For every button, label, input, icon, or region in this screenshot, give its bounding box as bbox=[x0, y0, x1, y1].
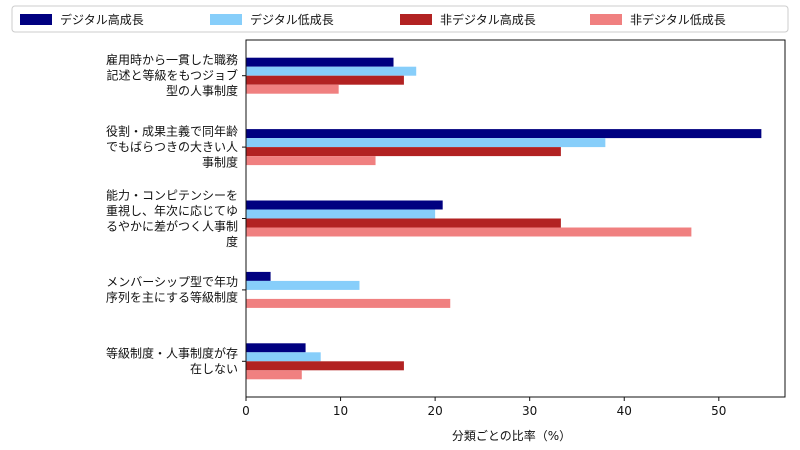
bar bbox=[246, 138, 606, 148]
bar bbox=[246, 200, 443, 210]
category-label: 雇用時から一貫した職務 bbox=[106, 52, 238, 67]
x-tick-label: 20 bbox=[427, 404, 442, 418]
bar bbox=[246, 227, 692, 237]
bar bbox=[246, 298, 451, 308]
legend-swatch bbox=[590, 14, 622, 25]
category-label: 等級制度・人事制度が存 bbox=[106, 346, 238, 361]
legend-swatch bbox=[20, 14, 52, 25]
bar bbox=[246, 84, 339, 94]
bar bbox=[246, 209, 436, 219]
category-label: 序列を主にする等級制度 bbox=[106, 290, 238, 305]
category-label: 事制度 bbox=[202, 155, 238, 170]
category-label: 役割・成果主義で同年齢 bbox=[106, 124, 238, 139]
category-label: メンバーシップ型で年功 bbox=[106, 275, 238, 289]
bar bbox=[246, 129, 762, 139]
bar bbox=[246, 218, 561, 228]
legend-label: 非デジタル低成長 bbox=[630, 12, 726, 27]
legend: デジタル高成長 デジタル低成長 非デジタル高成長 非デジタル低成長 bbox=[11, 5, 789, 33]
x-tick-label: 10 bbox=[333, 404, 348, 418]
bar bbox=[246, 361, 404, 371]
bar bbox=[246, 271, 271, 281]
bar bbox=[246, 66, 417, 76]
plot-area: 雇用時から一貫した職務記述と等級をもつジョブ型の人事制度役割・成果主義で同年齢で… bbox=[106, 39, 786, 443]
bar bbox=[246, 343, 306, 353]
legend-swatch bbox=[210, 14, 242, 25]
legend-label: 非デジタル高成長 bbox=[440, 12, 536, 27]
x-axis-title: 分類ごとの比率（%） bbox=[452, 428, 571, 443]
bar bbox=[246, 147, 561, 157]
x-tick-label: 30 bbox=[522, 404, 537, 418]
bar bbox=[246, 57, 394, 67]
category-label: るやかに差がつく人事制 bbox=[106, 218, 238, 233]
x-tick-label: 40 bbox=[617, 404, 632, 418]
category-label: 記述と等級をもつジョブ bbox=[106, 68, 238, 83]
legend-label: デジタル高成長 bbox=[60, 12, 144, 27]
category-label: 重視し、年次に応じてゆ bbox=[106, 203, 238, 218]
category-label: でもばらつきの大きい人 bbox=[106, 140, 238, 154]
legend-label: デジタル低成長 bbox=[250, 12, 334, 27]
category-label: 度 bbox=[226, 234, 238, 249]
bar bbox=[246, 75, 404, 85]
x-tick-label: 50 bbox=[711, 404, 726, 418]
legend-swatch bbox=[400, 14, 432, 25]
category-label: 在しない bbox=[190, 362, 238, 376]
plot-frame bbox=[245, 39, 786, 398]
bar bbox=[246, 280, 360, 290]
bar bbox=[246, 352, 321, 362]
x-tick-label: 0 bbox=[242, 404, 250, 418]
category-label: 能力・コンピテンシーを bbox=[106, 188, 238, 202]
category-label: 型の人事制度 bbox=[166, 83, 238, 98]
bar bbox=[246, 156, 376, 166]
bar bbox=[246, 370, 302, 380]
